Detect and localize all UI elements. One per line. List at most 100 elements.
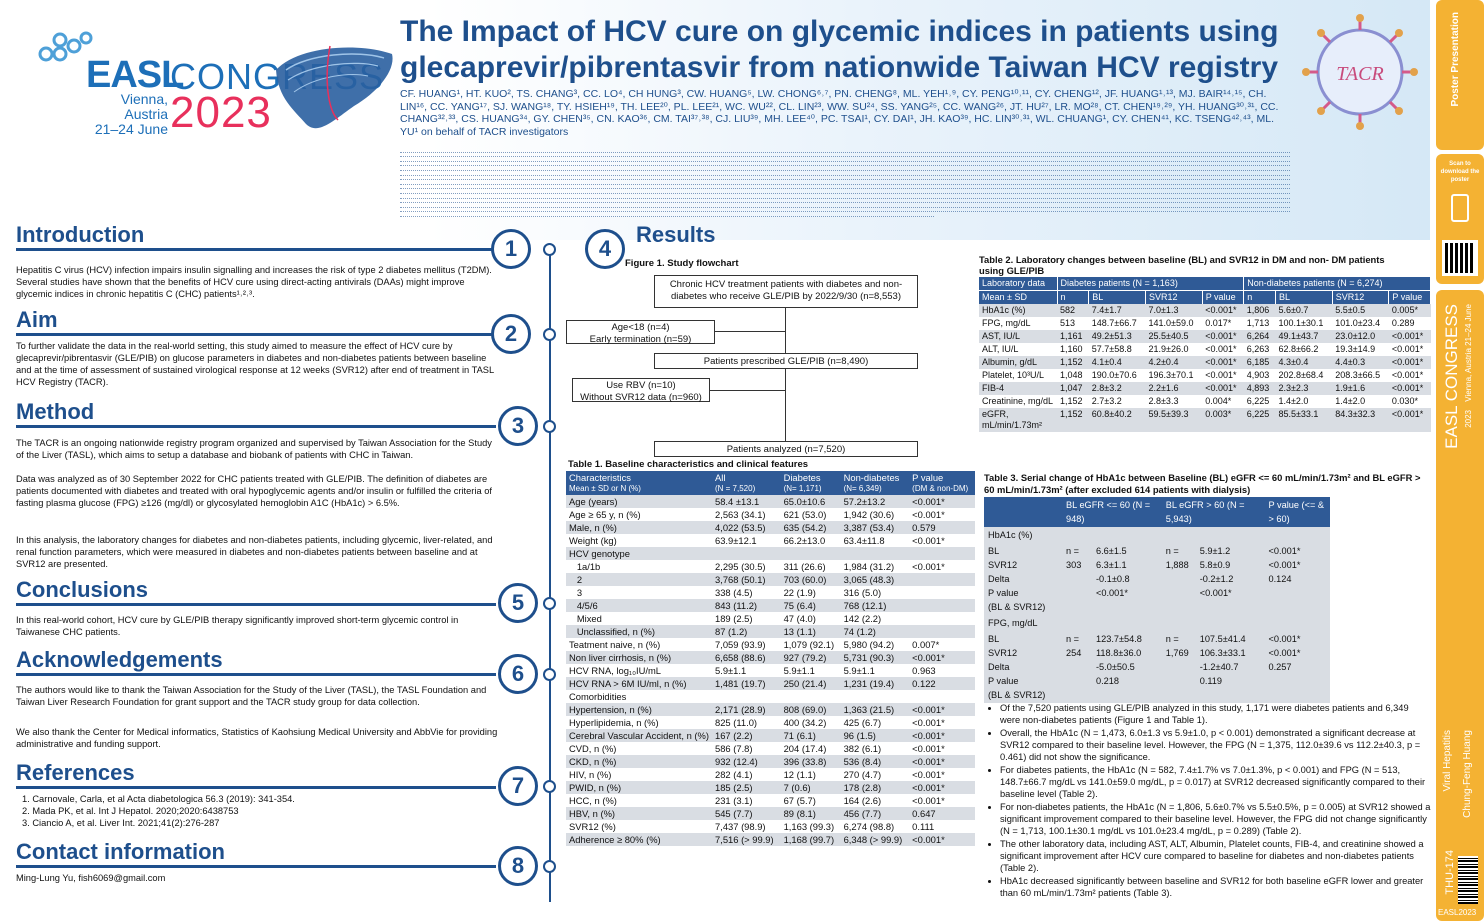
table1-cell: 67 (5.7) bbox=[780, 794, 841, 807]
table1-cell: 3,065 (48.3) bbox=[840, 573, 910, 586]
timeline-node bbox=[543, 860, 556, 873]
table1-cell: HBV, n (%) bbox=[566, 807, 712, 820]
table1-cell: <0.001* bbox=[909, 495, 975, 508]
table1-cell: 250 (21.4) bbox=[780, 677, 841, 690]
table1-row: Hypertension, n (%) 2,171 (28.9) 808 (69.0… bbox=[566, 703, 975, 716]
table1-cell: <0.001* bbox=[909, 560, 975, 573]
table1-cell: 12 (1.1) bbox=[780, 768, 841, 781]
table2-header-cell: Laboratory data bbox=[979, 277, 1058, 291]
table1-cell: 63.9±12.1 bbox=[712, 534, 781, 547]
table1-cell: 58.4 ±13.1 bbox=[712, 495, 781, 508]
method-text-3: In this analysis, the laboratory changes… bbox=[16, 535, 493, 569]
table1-cell: 63.4±11.8 bbox=[840, 534, 910, 547]
table2: Laboratory data Diabetes patients (N = 1,… bbox=[979, 277, 1431, 432]
table3-cell: 107.5±41.4 106.3±33.1 -1.2±40.7 0.119 bbox=[1195, 631, 1265, 703]
sidebar-info-tab: EASL CONGRESS Vienna, Austria 21–24 June… bbox=[1436, 290, 1484, 921]
table1-cell: 1,481 (19.7) bbox=[712, 677, 781, 690]
table2-row: FIB-4 1,047 2.8±3.2 2.2±1.6 <0.001* 4,893 2.3±… bbox=[979, 382, 1431, 395]
table3-cell: n = 1,769 bbox=[1161, 631, 1196, 703]
table1-header-cell: Non-diabetes (N= 6,349) bbox=[840, 471, 910, 495]
table2-cell: 6,185 bbox=[1243, 356, 1276, 369]
references-rule bbox=[16, 786, 496, 789]
table1-cell: 0.579 bbox=[909, 521, 975, 534]
affiliation-line bbox=[400, 180, 1290, 185]
acknowledgements-rule bbox=[16, 673, 496, 676]
table1-cell: 456 (7.7) bbox=[840, 807, 910, 820]
references-heading: References bbox=[16, 760, 135, 785]
table2-cell: <0.001* bbox=[1202, 304, 1244, 317]
contact-text: Ming-Lung Yu, fish6069@gmail.com bbox=[16, 873, 166, 883]
table1-cell: Male, n (%) bbox=[566, 521, 712, 534]
table1-cell: HCC, n (%) bbox=[566, 794, 712, 807]
header-background bbox=[0, 0, 1430, 240]
table1-cell bbox=[780, 690, 841, 703]
table2-header-cell: Mean ± SD bbox=[979, 290, 1058, 304]
table1-cell: 96 (1.5) bbox=[840, 729, 910, 742]
table1-row: 1a/1b 2,295 (30.5) 311 (26.6) 1,984 (31.2) <… bbox=[566, 560, 975, 573]
flow-box-all-patients: Chronic HCV treatment patients with diab… bbox=[654, 275, 918, 308]
table3-cell: 5.9±1.2 5.8±0.9 -0.2±1.2 <0.001* bbox=[1195, 543, 1265, 615]
table2-cell: <0.001* bbox=[1202, 330, 1244, 343]
table2-header-cell: BL bbox=[1088, 290, 1146, 304]
table1-cell: Age ≥ 65 y, n (%) bbox=[566, 508, 712, 521]
table2-cell: 0.004* bbox=[1202, 395, 1244, 408]
table1-cell bbox=[909, 599, 975, 612]
flow-connector bbox=[715, 331, 785, 332]
table1-cell: Weight (kg) bbox=[566, 534, 712, 547]
table1-cell: 338 (4.5) bbox=[712, 586, 781, 599]
table2-cell: 60.8±40.2 bbox=[1088, 408, 1146, 432]
table1-cell: 189 (2.5) bbox=[712, 612, 781, 625]
table2-cell: HbA1c (%) bbox=[979, 304, 1057, 317]
table1-cell bbox=[909, 547, 975, 560]
table1-cell: 0.111 bbox=[909, 820, 975, 833]
author-list: CF. HUANG¹, HT. KUO², TS. CHANG³, CC. LO… bbox=[400, 88, 1279, 138]
table1-row: Comorbidities bbox=[566, 690, 975, 703]
table2-cell: 5.6±0.7 bbox=[1275, 304, 1333, 317]
qr-code-icon[interactable] bbox=[1442, 240, 1478, 276]
table2-cell: 6,225 bbox=[1243, 408, 1276, 432]
section-number-5: 5 bbox=[498, 583, 538, 623]
sidebar-place: Vienna, Austria 21–24 June bbox=[1464, 304, 1473, 402]
sidebar-congress: EASL CONGRESS bbox=[1442, 304, 1461, 449]
table2-cell: <0.001* bbox=[1388, 382, 1431, 395]
table2-cell: 0.003* bbox=[1202, 408, 1244, 432]
table3-group-fpg: FPG, mg/dL bbox=[984, 615, 1330, 631]
affiliation-line bbox=[400, 208, 1290, 213]
table2-cell: 6,264 bbox=[1243, 330, 1276, 343]
table1-cell: 3 bbox=[566, 586, 712, 599]
reference-item: 3. Ciancio A, et al. Liver Int. 2021;41(… bbox=[22, 818, 220, 828]
table2-row: Platelet, 10³U/L 1,048 190.0±70.6 196.3±70.… bbox=[979, 369, 1431, 382]
table2-cell: 1,161 bbox=[1057, 330, 1089, 343]
barcode-icon bbox=[1458, 856, 1478, 904]
table2-cell: 513 bbox=[1057, 317, 1089, 330]
table1-row: Cerebral Vascular Accident, n (%) 167 (2.… bbox=[566, 729, 975, 742]
table1-row: Non liver cirrhosis, n (%) 6,658 (88.6) 92… bbox=[566, 651, 975, 664]
table1-cell: 7 (0.6) bbox=[780, 781, 841, 794]
table1-cell: <0.001* bbox=[909, 781, 975, 794]
table3-cell: n = 303 bbox=[1062, 543, 1092, 615]
table1-row: Weight (kg) 63.9±12.1 66.2±13.0 63.4±11.8 <0… bbox=[566, 534, 975, 547]
timeline-node bbox=[543, 420, 556, 433]
table1-caption: Table 1. Baseline characteristics and cl… bbox=[568, 459, 809, 470]
method-text-1: The TACR is an ongoing nationwide regist… bbox=[16, 438, 492, 460]
table2-cell: 19.3±14.9 bbox=[1332, 343, 1389, 356]
affiliation-line bbox=[400, 171, 1290, 176]
method-heading: Method bbox=[16, 399, 95, 424]
table1-cell: 316 (5.0) bbox=[840, 586, 910, 599]
table1-row: Teatment naive, n (%) 7,059 (93.9) 1,079 (… bbox=[566, 638, 975, 651]
sidebar-presenter: Chung-Feng Huang bbox=[1462, 730, 1473, 818]
table2-cell: <0.001* bbox=[1202, 382, 1244, 395]
affiliation-line bbox=[400, 199, 1290, 204]
table1-row: Mixed 189 (2.5) 47 (4.0) 142 (2.2) bbox=[566, 612, 975, 625]
table1-cell: 89 (8.1) bbox=[780, 807, 841, 820]
liver-illustration-icon bbox=[276, 45, 393, 129]
table1-cell: 231 (3.1) bbox=[712, 794, 781, 807]
results-bullet: For diabetes patients, the HbA1c (N = 58… bbox=[1000, 764, 1431, 800]
sidebar-year: 2023 bbox=[1464, 410, 1473, 428]
affiliation-line bbox=[400, 212, 934, 217]
contact-heading: Contact information bbox=[16, 839, 225, 864]
table2-cell: 4.1±0.4 bbox=[1088, 356, 1146, 369]
table1-cell: Adherence ≥ 80% (%) bbox=[566, 833, 712, 846]
easl-hex-logo-icon bbox=[38, 31, 93, 62]
table1-cell: SVR12 (%) bbox=[566, 820, 712, 833]
